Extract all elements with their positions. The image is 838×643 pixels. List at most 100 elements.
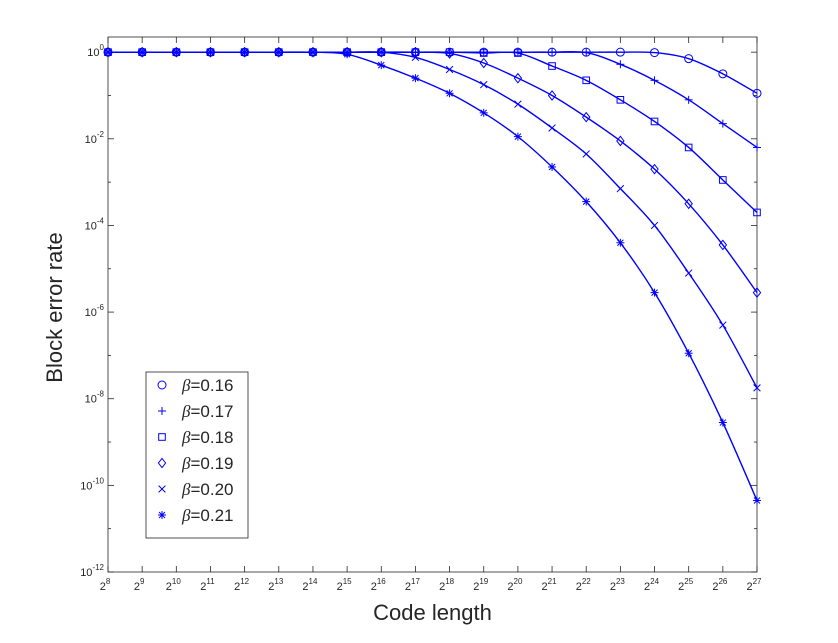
data-point-square bbox=[719, 176, 727, 184]
data-point-diamond bbox=[445, 48, 454, 59]
data-point-diamond bbox=[513, 72, 523, 84]
x-tick-label: 212 bbox=[234, 577, 250, 593]
legend-entry: β=0.17 bbox=[158, 402, 233, 421]
x-tick-label: 225 bbox=[678, 577, 694, 593]
x-tick-label: 213 bbox=[268, 577, 284, 593]
data-point-x bbox=[445, 65, 454, 74]
x-tick-label: 214 bbox=[302, 577, 318, 593]
data-point-plus bbox=[650, 76, 659, 85]
data-point-square bbox=[616, 96, 625, 104]
data-point-square bbox=[479, 49, 488, 57]
data-point-circle bbox=[650, 48, 660, 58]
data-point-asterisk bbox=[753, 496, 761, 505]
data-point-diamond bbox=[547, 90, 557, 101]
data-point-asterisk bbox=[479, 108, 488, 117]
legend-entry: β=0.21 bbox=[158, 506, 233, 525]
data-point-square bbox=[753, 208, 761, 217]
data-point-x bbox=[582, 150, 590, 158]
data-point-asterisk bbox=[138, 48, 147, 57]
series-layer bbox=[103, 46, 762, 505]
series-beta-0.21 bbox=[104, 48, 761, 505]
data-point-asterisk bbox=[650, 288, 659, 297]
x-tick-label: 224 bbox=[644, 577, 660, 593]
data-point-diamond bbox=[274, 46, 284, 58]
legend-label: β=0.16 bbox=[181, 376, 233, 395]
data-point-diamond bbox=[240, 46, 249, 58]
data-point-asterisk bbox=[718, 418, 727, 427]
data-point-square bbox=[684, 143, 693, 152]
legend-entry: β=0.19 bbox=[157, 454, 233, 473]
y-tick-label: 10-2 bbox=[85, 130, 105, 146]
x-tick-label: 227 bbox=[746, 577, 762, 593]
data-point-plus bbox=[582, 48, 591, 57]
legend-entry: β=0.18 bbox=[158, 428, 233, 447]
y-axis-title: Block error rate bbox=[42, 232, 67, 382]
x-axis-ticks: 28 29 210 211 212 213 214 215 216 217 218 219 220 221… bbox=[100, 37, 762, 593]
legend-marker-plus bbox=[158, 407, 166, 415]
x-tick-label: 211 bbox=[200, 577, 215, 593]
data-point-x bbox=[514, 100, 522, 108]
data-point-diamond bbox=[616, 135, 625, 147]
legend-marker-asterisk bbox=[158, 511, 166, 519]
x-tick-label: 29 bbox=[134, 577, 145, 593]
x-tick-label: 28 bbox=[100, 577, 111, 593]
data-point-diamond bbox=[206, 46, 215, 58]
legend-marker-diamond bbox=[157, 457, 167, 469]
x-tick-label: 218 bbox=[439, 577, 455, 593]
data-point-plus bbox=[753, 143, 761, 152]
x-tick-label: 220 bbox=[507, 577, 523, 593]
legend-entry: β=0.20 bbox=[158, 480, 233, 499]
data-point-square bbox=[650, 117, 659, 126]
x-tick-label: 210 bbox=[166, 577, 182, 593]
legend-entry: β=0.16 bbox=[157, 376, 233, 395]
y-tick-label: 10-8 bbox=[85, 390, 105, 406]
x-axis-title: Code length bbox=[373, 600, 492, 625]
data-point-asterisk bbox=[616, 238, 625, 247]
data-point-circle bbox=[752, 88, 762, 98]
data-point-square bbox=[582, 76, 591, 85]
data-point-circle bbox=[615, 47, 625, 57]
data-point-asterisk bbox=[240, 48, 249, 57]
x-tick-label: 226 bbox=[712, 577, 728, 593]
x-tick-label: 219 bbox=[473, 577, 489, 593]
data-point-diamond bbox=[684, 198, 693, 210]
y-tick-label: 10-4 bbox=[85, 216, 105, 232]
x-tick-label: 215 bbox=[337, 577, 353, 593]
legend-marker-x bbox=[158, 485, 166, 493]
data-point-diamond bbox=[172, 46, 181, 58]
x-tick-label: 221 bbox=[542, 577, 558, 593]
y-tick-label: 10-6 bbox=[85, 303, 105, 319]
y-tick-label: 100 bbox=[87, 43, 104, 59]
legend-label: β=0.21 bbox=[181, 506, 233, 525]
legend-marker-square bbox=[158, 433, 166, 441]
data-point-diamond bbox=[137, 46, 147, 58]
data-point-x bbox=[377, 48, 386, 56]
y-tick-label: 10-12 bbox=[80, 563, 104, 579]
data-point-diamond bbox=[650, 163, 659, 175]
data-point-x bbox=[548, 124, 556, 132]
legend: β=0.16 β=0.17 β=0.18 β=0.19 β=0.20 β=0.21 bbox=[145, 371, 249, 539]
data-point-asterisk bbox=[343, 50, 352, 59]
legend-label: β=0.17 bbox=[181, 402, 233, 421]
data-point-x bbox=[616, 184, 625, 193]
data-point-diamond bbox=[718, 239, 728, 251]
data-point-diamond bbox=[752, 287, 762, 298]
data-point-plus bbox=[684, 95, 693, 104]
data-point-asterisk bbox=[548, 162, 557, 171]
data-point-circle bbox=[718, 69, 728, 79]
data-point-asterisk bbox=[445, 89, 454, 98]
data-point-asterisk bbox=[377, 61, 386, 70]
x-tick-label: 217 bbox=[405, 577, 421, 593]
data-point-x bbox=[411, 53, 420, 62]
series-line bbox=[108, 51, 758, 501]
data-point-asterisk bbox=[104, 48, 112, 57]
data-point-asterisk bbox=[684, 349, 693, 358]
data-point-asterisk bbox=[582, 197, 591, 206]
data-point-diamond bbox=[377, 46, 386, 58]
data-point-plus bbox=[616, 60, 625, 69]
data-point-circle bbox=[684, 54, 694, 64]
data-point-diamond bbox=[103, 46, 113, 58]
data-point-x bbox=[479, 80, 488, 89]
